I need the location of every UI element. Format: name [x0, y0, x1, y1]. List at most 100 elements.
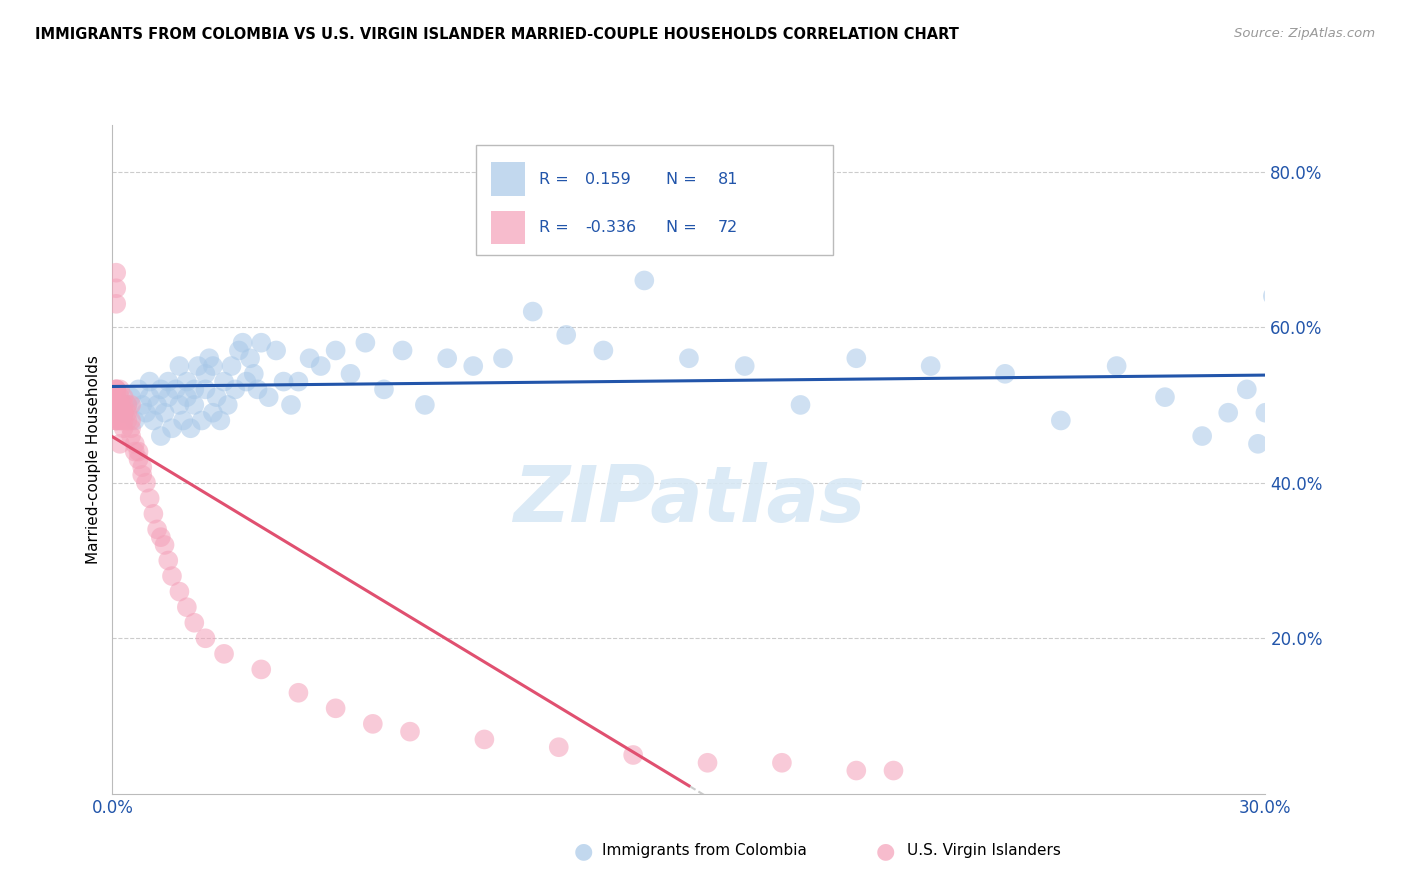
Point	[105, 383, 128, 397]
Point	[157, 390, 180, 404]
Point	[120, 390, 142, 404]
Point	[325, 343, 347, 358]
Point	[120, 398, 142, 412]
Point	[105, 398, 128, 412]
Point	[221, 359, 243, 373]
Point	[436, 351, 458, 366]
Point	[287, 375, 309, 389]
Point	[160, 569, 183, 583]
Text: N =: N =	[666, 171, 702, 186]
Point	[105, 406, 128, 420]
Point	[105, 390, 128, 404]
Point	[1218, 406, 1240, 420]
Point	[633, 273, 655, 287]
Point	[250, 662, 273, 676]
Point	[108, 406, 131, 420]
Point	[354, 335, 377, 350]
Text: ●: ●	[876, 841, 896, 861]
Point	[232, 335, 254, 350]
Point	[1254, 406, 1277, 420]
Point	[138, 390, 160, 404]
Point	[309, 359, 332, 373]
Point	[920, 359, 942, 373]
Point	[172, 413, 194, 427]
Point	[135, 406, 157, 420]
Point	[187, 359, 209, 373]
Point	[112, 406, 135, 420]
Point	[194, 383, 217, 397]
Point	[135, 475, 157, 490]
Point	[183, 615, 205, 630]
Point	[373, 383, 395, 397]
Point	[492, 351, 515, 366]
Point	[105, 281, 128, 295]
Point	[198, 351, 221, 366]
Point	[105, 413, 128, 427]
Point	[105, 383, 128, 397]
Point	[149, 383, 172, 397]
Text: -0.336: -0.336	[585, 220, 637, 235]
Point	[124, 413, 146, 427]
Point	[124, 444, 146, 458]
Point	[1191, 429, 1213, 443]
Point	[108, 390, 131, 404]
Point	[1050, 413, 1073, 427]
Point	[994, 367, 1017, 381]
Point	[138, 375, 160, 389]
Point	[325, 701, 347, 715]
Text: 81: 81	[717, 171, 738, 186]
Point	[298, 351, 321, 366]
Point	[273, 375, 295, 389]
Point	[287, 686, 309, 700]
Point	[190, 413, 212, 427]
Point	[112, 390, 135, 404]
Point	[246, 383, 269, 397]
Point	[205, 390, 228, 404]
Point	[128, 383, 150, 397]
Point	[1261, 289, 1284, 303]
Text: ●: ●	[574, 841, 593, 861]
Point	[108, 413, 131, 427]
Text: U.S. Virgin Islanders: U.S. Virgin Islanders	[907, 844, 1060, 858]
Point	[124, 437, 146, 451]
Point	[105, 406, 128, 420]
Point	[108, 437, 131, 451]
Y-axis label: Married-couple Households: Married-couple Households	[86, 355, 101, 564]
Point	[131, 398, 153, 412]
Point	[112, 413, 135, 427]
Point	[463, 359, 485, 373]
Point	[112, 398, 135, 412]
Point	[201, 406, 224, 420]
Bar	[491, 211, 526, 244]
Point	[1247, 437, 1270, 451]
Point	[770, 756, 793, 770]
Point	[146, 522, 169, 536]
Point	[169, 359, 191, 373]
Point	[1236, 383, 1258, 397]
Point	[474, 732, 496, 747]
Point	[257, 390, 280, 404]
Point	[153, 406, 176, 420]
Text: ZIPatlas: ZIPatlas	[513, 461, 865, 538]
Point	[105, 297, 128, 311]
Point	[105, 398, 128, 412]
Point	[264, 343, 287, 358]
Point	[176, 390, 198, 404]
Point	[522, 304, 544, 318]
Point	[128, 444, 150, 458]
Point	[235, 375, 257, 389]
Point	[117, 398, 139, 412]
Text: IMMIGRANTS FROM COLOMBIA VS U.S. VIRGIN ISLANDER MARRIED-COUPLE HOUSEHOLDS CORRE: IMMIGRANTS FROM COLOMBIA VS U.S. VIRGIN …	[35, 27, 959, 42]
Point	[209, 413, 232, 427]
Bar	[475, 145, 832, 255]
Text: 0.159: 0.159	[585, 171, 631, 186]
Point	[212, 647, 235, 661]
Point	[239, 351, 262, 366]
Point	[131, 467, 153, 482]
Point	[882, 764, 904, 778]
Point	[228, 343, 250, 358]
Point	[169, 584, 191, 599]
Point	[105, 406, 128, 420]
Point	[217, 398, 239, 412]
Point	[165, 383, 187, 397]
